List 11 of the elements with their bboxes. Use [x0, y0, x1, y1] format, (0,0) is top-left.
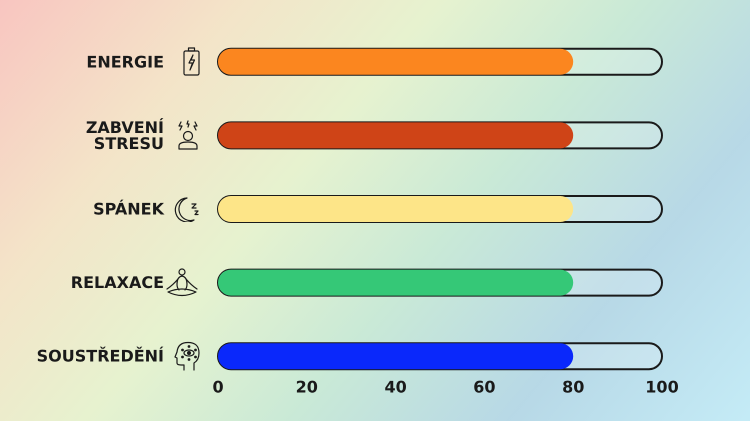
y-tick-label: RELAXACE	[70, 273, 164, 292]
x-tick-label: 20	[296, 378, 318, 396]
y-tick-label: ENERGIE	[86, 52, 164, 72]
x-tick-label: 60	[473, 378, 496, 396]
x-tick-label: 0	[212, 378, 224, 396]
y-tick-label: SPÁNEK	[93, 200, 165, 218]
y-tick-label: ZABVENÍ STRESU	[86, 118, 164, 153]
x-tick-label: 80	[562, 378, 584, 396]
y-tick-label: SOUSTŘEDĚNÍ	[36, 346, 164, 366]
x-tick-label: 40	[384, 378, 407, 396]
x-tick-label: 100	[645, 378, 679, 396]
